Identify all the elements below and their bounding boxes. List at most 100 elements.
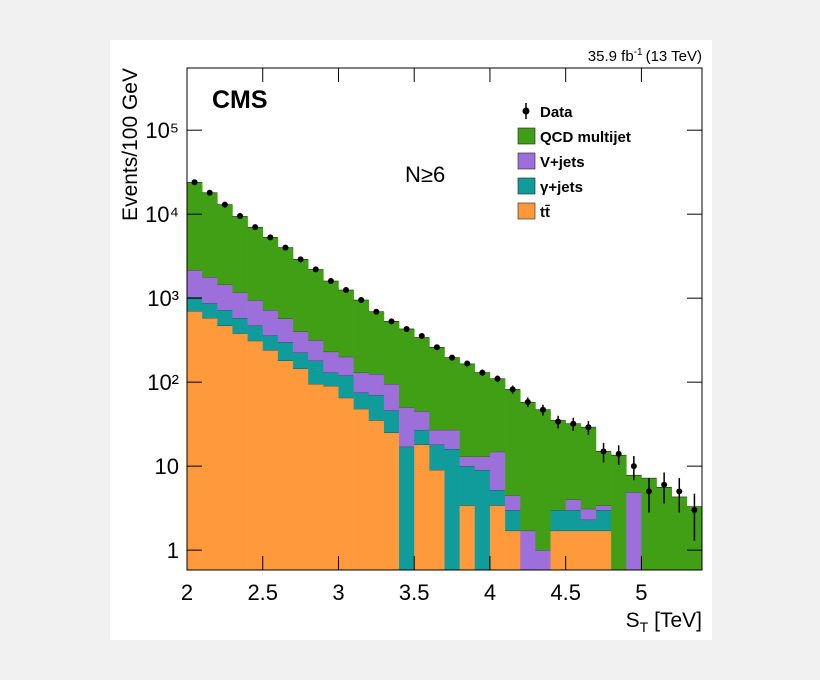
- data-point: [661, 481, 668, 488]
- histogram-bar: [565, 423, 582, 500]
- histogram-bar: [550, 530, 566, 570]
- histogram-bar: [217, 310, 233, 326]
- histogram-bar: [489, 505, 506, 570]
- histogram-bar: [565, 499, 582, 511]
- y-tick-label: 1: [167, 538, 179, 563]
- x-tick-label: 3: [332, 580, 344, 605]
- histogram-bar: [262, 237, 279, 311]
- x-tick-label: 3.5: [399, 580, 430, 605]
- legend: Data QCD multijet V+jets γ+jets tt̄: [517, 103, 631, 221]
- histogram-bar: [414, 411, 430, 430]
- histogram-bar: [505, 495, 521, 511]
- histogram-bar: [489, 451, 506, 490]
- x-label-unit: [TeV]: [654, 609, 702, 632]
- histogram-bar: [580, 530, 597, 570]
- histogram-bar: [565, 530, 582, 570]
- histogram-bar: [550, 420, 566, 511]
- frame: [186, 67, 703, 571]
- data-point: [524, 399, 531, 406]
- data-point: [252, 224, 259, 231]
- histogram-bar: [323, 385, 339, 570]
- histogram-bar: [595, 451, 612, 506]
- histogram-bar: [293, 331, 309, 353]
- histogram-bar: [505, 510, 521, 531]
- lumi-text: 35.9 fb: [588, 48, 634, 65]
- x-tick-label: 2.5: [247, 580, 278, 605]
- histogram-bar: [202, 277, 218, 304]
- histogram-bar: [444, 448, 460, 570]
- histogram-bar: [429, 444, 445, 470]
- histogram-bar: [459, 363, 476, 457]
- x-tick-label: 4.5: [550, 580, 581, 605]
- histogram-bar: [262, 310, 279, 336]
- histogram-bar: [217, 284, 233, 311]
- histogram-bar: [323, 372, 339, 386]
- histogram-bar: [187, 297, 203, 312]
- histogram-bar: [414, 337, 430, 412]
- histogram-bar: [308, 384, 324, 570]
- data-point: [676, 488, 683, 495]
- histogram-bar: [308, 360, 324, 385]
- data-point: [237, 213, 244, 220]
- histogram-bar: [459, 466, 476, 506]
- histogram-bar: [187, 311, 203, 570]
- data-point: [585, 424, 592, 431]
- legend-swatch: [517, 177, 536, 195]
- data-point: [539, 406, 546, 413]
- histogram-bar: [353, 372, 370, 393]
- histogram-bar: [595, 505, 612, 511]
- annotation: N≥6: [405, 162, 445, 187]
- legend-label: Data: [540, 104, 573, 121]
- histogram-bar: [626, 475, 642, 493]
- histogram-bar: [187, 182, 203, 271]
- histogram-bar: [232, 292, 248, 319]
- data-point: [449, 354, 456, 361]
- histogram-bar: [656, 487, 673, 570]
- histogram-bar: [580, 508, 597, 520]
- legend-label: γ+jets: [540, 179, 583, 196]
- data-point: [418, 332, 425, 339]
- histogram-bar: [459, 505, 476, 570]
- legend-label: QCD multijet: [540, 129, 631, 146]
- data-point: [191, 179, 198, 186]
- data-point: [267, 234, 274, 241]
- histogram-bar: [293, 352, 309, 369]
- histogram-bar: [353, 300, 370, 373]
- histogram-bar: [247, 340, 264, 570]
- x-label-main: S: [626, 609, 640, 632]
- histogram-bar: [368, 420, 385, 570]
- data-point: [570, 420, 577, 427]
- data-point: [479, 369, 486, 376]
- histogram-bar: [323, 351, 339, 373]
- data-point: [373, 308, 380, 315]
- plot-area: [187, 179, 702, 570]
- histogram-bar: [595, 510, 612, 531]
- histogram-bar: [353, 408, 370, 570]
- histogram-bar: [641, 478, 657, 570]
- y-tick-label: 10⁴: [145, 202, 179, 227]
- histogram-bar: [611, 455, 627, 570]
- y-tick-label: 10⁵: [145, 118, 179, 143]
- histogram-bar: [217, 204, 233, 285]
- histogram-bar: [202, 318, 218, 570]
- legend-label: V+jets: [540, 154, 585, 171]
- histogram-bar: [277, 360, 294, 570]
- data-point: [206, 189, 213, 196]
- lumi-superscript: -1: [634, 47, 643, 58]
- histogram-bar: [383, 384, 400, 411]
- data-point: [464, 360, 471, 367]
- histogram-bar: [368, 395, 385, 421]
- legend-swatch: [517, 202, 536, 220]
- data-point: [282, 244, 289, 251]
- histogram-bar: [429, 347, 445, 430]
- histogram-bar: [505, 530, 521, 570]
- histogram-bar: [368, 374, 385, 396]
- histogram-bar: [368, 311, 385, 375]
- data-point: [312, 266, 319, 273]
- data-point: [358, 297, 365, 304]
- data-point: [509, 386, 516, 393]
- histogram-bar: [383, 432, 400, 570]
- histogram-bar: [202, 192, 218, 278]
- data-point: [327, 278, 334, 285]
